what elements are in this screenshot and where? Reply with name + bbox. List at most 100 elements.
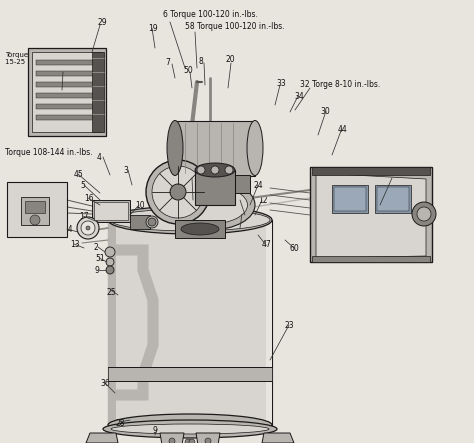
Text: 27: 27	[388, 175, 398, 184]
Circle shape	[169, 438, 175, 443]
Circle shape	[412, 202, 436, 226]
Text: 17: 17	[79, 212, 89, 221]
Bar	[92, 200, 130, 222]
Text: 12: 12	[258, 196, 267, 205]
Text: 16: 16	[84, 194, 94, 203]
Text: 33: 33	[276, 79, 286, 88]
Text: 7: 7	[165, 58, 170, 67]
Circle shape	[205, 438, 211, 443]
Bar	[36, 104, 96, 109]
Bar	[92, 52, 104, 132]
Bar	[108, 220, 116, 425]
Text: Torque
15-25 in.-lbs.: Torque 15-25 in.-lbs.	[5, 52, 51, 65]
Bar	[375, 185, 411, 213]
Text: 58 Torque 100-120 in.-lbs.: 58 Torque 100-120 in.-lbs.	[185, 22, 284, 31]
Circle shape	[189, 439, 195, 443]
Text: 18: 18	[187, 174, 197, 183]
Bar	[94, 202, 128, 220]
Bar	[36, 71, 96, 76]
Text: Torque
15-25 in.-lbs.: Torque 15-25 in.-lbs.	[386, 183, 432, 196]
Ellipse shape	[167, 120, 183, 175]
Bar	[175, 121, 255, 176]
Text: 32 Torge 8-10 in.-lbs.: 32 Torge 8-10 in.-lbs.	[300, 80, 380, 89]
Bar	[7, 182, 67, 237]
Ellipse shape	[108, 206, 272, 234]
Ellipse shape	[195, 163, 235, 177]
Bar	[108, 367, 272, 381]
Bar	[28, 48, 106, 136]
Text: 21: 21	[238, 210, 247, 219]
Bar	[36, 115, 96, 120]
Circle shape	[86, 226, 90, 230]
Polygon shape	[86, 433, 118, 443]
Bar	[36, 82, 96, 87]
Bar	[334, 187, 366, 211]
Circle shape	[148, 218, 156, 226]
Text: For
customer
wiring: For customer wiring	[8, 191, 41, 211]
Ellipse shape	[111, 424, 269, 434]
Ellipse shape	[247, 120, 263, 175]
Polygon shape	[160, 433, 184, 443]
Text: 30: 30	[320, 107, 330, 116]
Bar	[312, 167, 430, 175]
Text: 29: 29	[98, 18, 108, 27]
Text: 8: 8	[199, 57, 204, 66]
Text: 2: 2	[94, 243, 99, 252]
Bar	[175, 220, 225, 238]
Ellipse shape	[103, 420, 277, 438]
Bar	[332, 185, 368, 213]
Text: 60: 60	[290, 244, 300, 253]
Text: 27: 27	[60, 68, 70, 77]
Ellipse shape	[181, 223, 219, 235]
Text: 9: 9	[95, 266, 100, 275]
Circle shape	[225, 166, 233, 174]
Bar	[36, 60, 96, 65]
Circle shape	[170, 184, 186, 200]
Ellipse shape	[146, 216, 158, 228]
Text: 45: 45	[74, 170, 84, 179]
Text: Torque 108-144 in.-lbs.: Torque 108-144 in.-lbs.	[5, 148, 92, 157]
Bar	[310, 167, 432, 262]
Circle shape	[81, 221, 95, 235]
Text: 47: 47	[262, 240, 272, 249]
Circle shape	[211, 166, 219, 174]
Text: 6 Torque 100-120 in.-lbs.: 6 Torque 100-120 in.-lbs.	[163, 10, 258, 19]
Text: 3: 3	[123, 166, 128, 175]
Text: 10: 10	[135, 201, 145, 210]
Bar	[130, 215, 150, 229]
Text: 28: 28	[116, 419, 126, 428]
Circle shape	[146, 160, 210, 224]
Text: 13: 13	[70, 240, 80, 249]
Ellipse shape	[110, 209, 270, 231]
Bar	[195, 170, 235, 205]
Bar	[32, 52, 102, 132]
Circle shape	[106, 266, 114, 274]
Bar	[21, 197, 49, 225]
Text: 9: 9	[153, 426, 158, 435]
Circle shape	[152, 166, 204, 218]
Text: 5: 5	[80, 181, 85, 190]
Text: 20: 20	[226, 55, 236, 64]
Ellipse shape	[165, 180, 255, 230]
Bar	[25, 201, 45, 213]
Circle shape	[185, 439, 191, 443]
Polygon shape	[262, 433, 294, 443]
Text: 24: 24	[254, 181, 264, 190]
Text: 4: 4	[97, 153, 102, 162]
Polygon shape	[196, 433, 220, 443]
Text: 44: 44	[338, 125, 348, 134]
Text: 23: 23	[285, 321, 295, 330]
Text: 14: 14	[63, 225, 73, 234]
Bar	[36, 93, 96, 98]
Text: 36: 36	[100, 379, 110, 388]
Bar	[180, 175, 250, 193]
Text: 50: 50	[183, 66, 193, 75]
Circle shape	[106, 258, 114, 266]
Bar	[108, 220, 272, 425]
Bar	[266, 220, 272, 425]
Circle shape	[105, 247, 115, 257]
Text: 51: 51	[95, 254, 105, 263]
Text: 10: 10	[236, 196, 246, 205]
Bar	[312, 256, 430, 262]
Polygon shape	[316, 173, 426, 258]
